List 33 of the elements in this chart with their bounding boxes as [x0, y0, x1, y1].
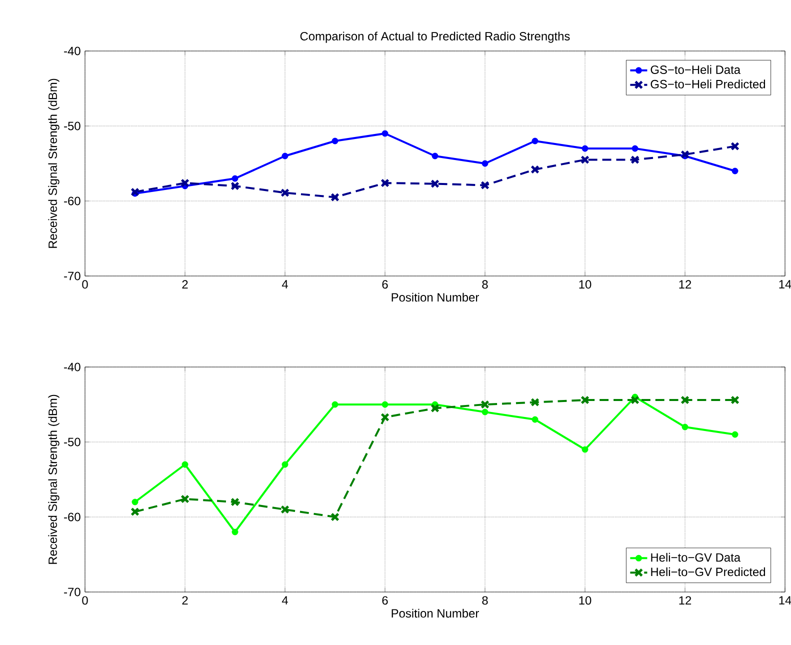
legend-label: Heli−to−GV Data	[651, 552, 741, 562]
x-tick-label: 14	[779, 280, 791, 288]
y-tick-label: -40	[64, 362, 80, 372]
legend-label: GS−to−Heli Predicted	[650, 80, 766, 88]
x-axis-title: Position Number	[392, 608, 479, 618]
x-tick-label: 8	[482, 596, 488, 605]
x-tick-label: 10	[579, 596, 592, 605]
x-tick-label: 12	[679, 280, 692, 289]
y-tick-label: -70	[64, 272, 80, 280]
x-tick-label: 4	[282, 280, 288, 288]
legend-label: Heli−to−GV Predicted	[651, 567, 766, 576]
x-tick-label: 14	[779, 596, 791, 604]
legend-label: GS−to−Heli Data	[650, 65, 741, 74]
x-axis-title: Position Number	[392, 292, 479, 302]
y-tick-label: -50	[64, 122, 80, 130]
y-tick-label: -50	[64, 438, 80, 446]
y-axis-title: Received Signal Strength (dBm)	[48, 78, 60, 248]
x-tick-label: 12	[679, 596, 692, 605]
x-tick-label: 8	[482, 280, 488, 289]
x-tick-label: 10	[579, 280, 592, 289]
x-tick-label: 6	[382, 596, 388, 605]
x-tick-label: 0	[82, 596, 88, 605]
x-tick-label: 2	[182, 280, 188, 289]
y-tick-label: -70	[64, 588, 80, 596]
y-tick-label: -60	[64, 196, 80, 206]
x-tick-label: 6	[382, 280, 388, 289]
chart-title: Comparison of Actual to Predicted Radio Strengths	[300, 32, 570, 43]
x-tick-label: 2	[182, 596, 188, 605]
y-tick-label: -60	[64, 512, 80, 522]
x-tick-label: 4	[282, 596, 288, 604]
y-tick-label: -40	[64, 46, 80, 56]
y-axis-title: Received Signal Strength (dBm)	[48, 394, 60, 564]
x-tick-label: 0	[82, 280, 88, 289]
